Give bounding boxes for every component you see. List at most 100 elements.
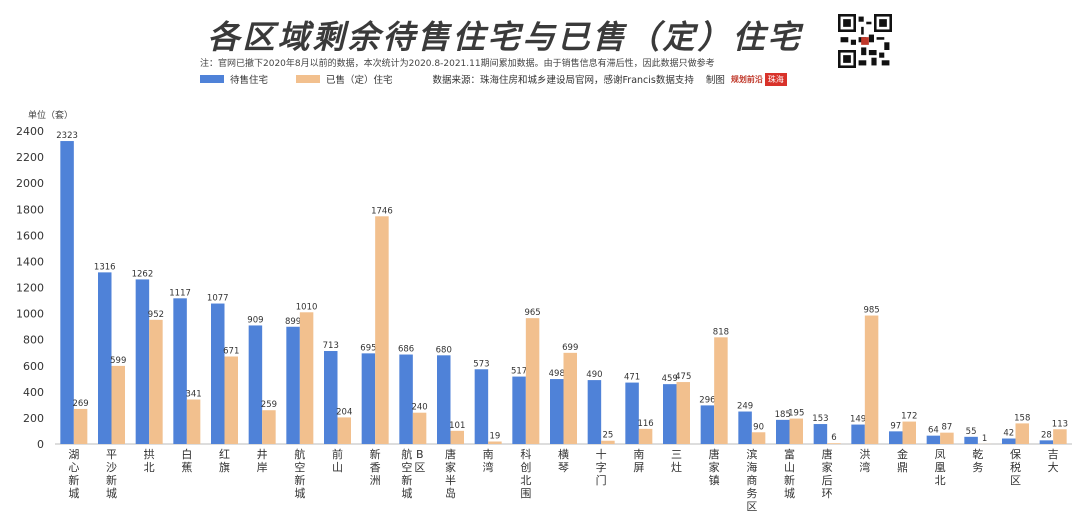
bar-unsold — [399, 354, 413, 444]
bar-unsold — [738, 411, 752, 444]
data-label-sold: 113 — [1052, 419, 1068, 429]
bar-sold — [827, 443, 841, 444]
x-tick-label-char: 北 — [520, 474, 531, 487]
data-label-sold: 101 — [449, 421, 465, 431]
x-tick-label-char: 横 — [558, 447, 569, 461]
x-tick-label-char: 拱 — [144, 447, 155, 461]
data-label-unsold: 686 — [398, 345, 414, 355]
data-label-sold: 599 — [110, 356, 126, 366]
x-tick-label-char: B — [416, 448, 424, 461]
y-tick-label: 200 — [23, 412, 44, 425]
x-tick-label-char: 山 — [784, 461, 795, 474]
x-tick-label-char: 屏 — [633, 461, 644, 474]
x-tick-label-char: 唐 — [445, 447, 456, 461]
data-label-sold: 818 — [713, 327, 729, 337]
data-label-unsold: 573 — [473, 359, 489, 369]
x-tick-label-char: 城 — [68, 487, 79, 500]
bar-unsold — [964, 436, 978, 444]
x-tick-label-char: 空 — [294, 460, 305, 474]
data-label-sold: 172 — [901, 412, 917, 422]
data-label-sold: 341 — [185, 390, 201, 400]
data-label-unsold: 296 — [699, 395, 715, 405]
bar-sold — [488, 441, 502, 444]
bar-sold — [563, 352, 577, 444]
credit-label: 制图 — [705, 75, 725, 86]
x-tick-label-char: 红 — [219, 448, 230, 461]
x-tick-label-char: 海 — [746, 460, 757, 474]
publisher-logo: 规划前沿 — [730, 74, 763, 84]
bar-sold — [864, 315, 879, 444]
data-label-sold: 965 — [524, 308, 540, 318]
x-tick-label-char: 区 — [1010, 474, 1021, 487]
bar-sold — [262, 410, 276, 444]
bar-sold — [337, 417, 351, 444]
data-label-unsold: 517 — [511, 367, 527, 377]
x-tick-label-char: 蕉 — [181, 461, 192, 474]
bar-unsold — [851, 424, 865, 444]
data-label-sold: 19 — [490, 432, 501, 442]
y-tick-label: 600 — [23, 360, 44, 373]
data-label-unsold: 153 — [812, 414, 828, 424]
data-label-unsold: 185 — [775, 410, 791, 420]
x-tick-label-char: 务 — [972, 461, 983, 474]
data-label-unsold: 498 — [549, 369, 565, 379]
bar-unsold — [1039, 440, 1054, 444]
bar-unsold — [361, 353, 376, 444]
x-tick-label-char: 吉 — [1048, 448, 1059, 461]
data-label-unsold: 28 — [1041, 430, 1052, 440]
bar-sold — [902, 421, 916, 444]
bar-sold — [299, 312, 314, 444]
x-tick-label-char: 创 — [520, 461, 531, 474]
bar-unsold — [512, 376, 526, 444]
data-label-sold: 985 — [863, 306, 879, 316]
bar-unsold — [550, 379, 564, 444]
data-label-sold: 25 — [603, 431, 614, 441]
y-tick-label: 800 — [23, 334, 44, 347]
bar-sold — [375, 216, 389, 444]
data-label-unsold: 909 — [247, 315, 263, 325]
chart-title: 各区域剩余待售住宅与已售（定）住宅 — [207, 18, 803, 56]
x-tick-label-char: 城 — [401, 487, 412, 500]
x-tick-label-char: 务 — [746, 487, 757, 500]
data-label-sold: 116 — [637, 419, 653, 429]
bar-unsold — [625, 382, 639, 444]
bar-sold — [186, 399, 201, 444]
y-tick-label: 1200 — [16, 282, 44, 295]
bar-unsold — [248, 325, 263, 444]
x-tick-label-char: 围 — [520, 487, 531, 500]
x-tick-label-char: 南 — [633, 448, 644, 461]
legend-item-sold: 已售（定）住宅 — [296, 72, 393, 86]
data-label-unsold: 249 — [737, 402, 753, 412]
x-tick-label-char: 新 — [370, 447, 381, 461]
x-tick-label-char: 航 — [294, 447, 305, 461]
x-tick-label-char: 城 — [784, 487, 795, 500]
data-label-unsold: 55 — [966, 427, 977, 437]
bar-sold — [73, 408, 88, 444]
data-label-sold: 87 — [942, 423, 953, 433]
x-tick-label-char: 后 — [822, 474, 833, 487]
data-label-unsold: 490 — [586, 370, 602, 380]
x-tick-label-char: 金 — [897, 447, 908, 461]
bar-sold — [714, 337, 728, 444]
bar-sold — [789, 418, 803, 444]
x-tick-label-char: 科 — [520, 447, 531, 461]
data-label-unsold: 64 — [928, 426, 939, 436]
y-tick-label: 1600 — [16, 229, 44, 242]
x-tick-label-char: 鼎 — [897, 461, 908, 474]
x-tick-label-char: 白 — [181, 447, 192, 461]
data-label-sold: 195 — [788, 409, 804, 419]
x-tick-label-char: 大 — [1048, 460, 1059, 474]
x-tick-label-char: 商 — [746, 473, 757, 487]
bar-sold — [412, 412, 427, 444]
x-tick-label-char: 沙 — [106, 461, 117, 474]
x-tick-label-char: 三 — [671, 448, 682, 461]
x-tick-label-char: 心 — [68, 461, 79, 474]
x-tick-label-char: 城 — [294, 487, 305, 500]
data-label-sold: 475 — [675, 372, 691, 382]
x-tick-label-char: 半 — [445, 473, 456, 487]
bar-sold — [224, 356, 238, 444]
data-label-unsold: 899 — [285, 317, 301, 327]
x-tick-label-char: 门 — [596, 473, 607, 487]
bar-sold — [111, 365, 125, 444]
